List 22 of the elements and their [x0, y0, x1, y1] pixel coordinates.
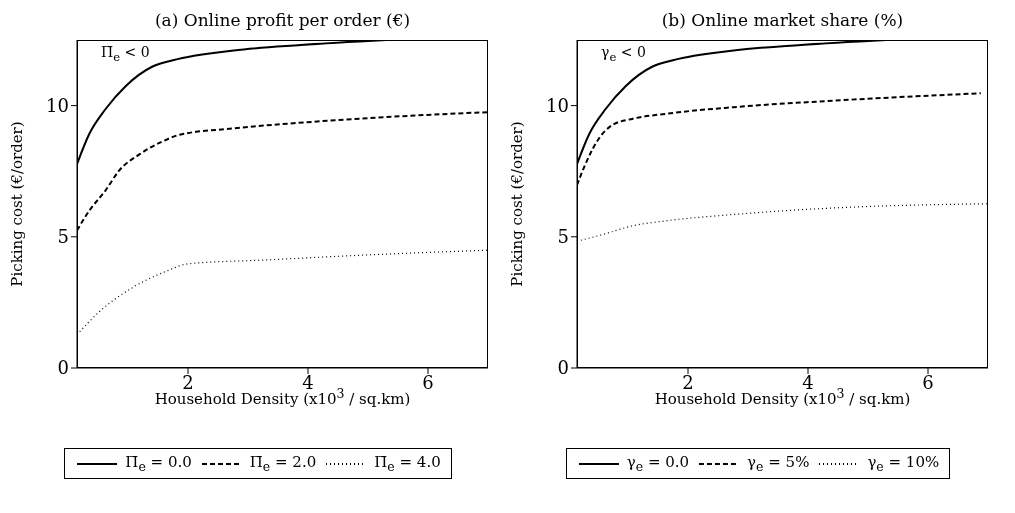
- x-tick-label: 4: [302, 371, 314, 393]
- annotation: Π̄$_{e}$ < 0: [101, 44, 150, 64]
- y-tick-label: 5: [557, 226, 569, 248]
- y-axis-title: Picking cost (€/order): [8, 121, 26, 287]
- x-tick-label: 6: [922, 371, 934, 393]
- y-tick-label: 5: [57, 226, 69, 248]
- y-tick-label: 10: [46, 94, 69, 116]
- chart-title: (b) Online market share (%): [660, 10, 905, 30]
- annotation: γ$_{e}$ < 0: [601, 44, 646, 64]
- y-tick-label: 0: [557, 357, 569, 379]
- legend-label: γ$_{e}$ = 0.0: [626, 453, 690, 474]
- x-tick-label: 6: [422, 371, 434, 393]
- legend-label: Π̄$_{e}$ = 0.0: [125, 453, 192, 474]
- x-tick-label: 4: [802, 371, 814, 393]
- legend-label: γ$_{e}$ = 10%: [867, 453, 940, 474]
- legend-label: Π̄$_{e}$ = 4.0: [374, 453, 441, 474]
- legend-label: Π̄$_{e}$ = 2.0: [249, 453, 317, 474]
- chart-title: (a) Online profit per order (€): [153, 10, 412, 30]
- legend-label: γ$_{e}$ = 5%: [747, 453, 810, 474]
- y-tick-label: 10: [546, 94, 569, 116]
- y-axis-title: Picking cost (€/order): [508, 121, 526, 287]
- y-tick-label: 0: [57, 357, 69, 379]
